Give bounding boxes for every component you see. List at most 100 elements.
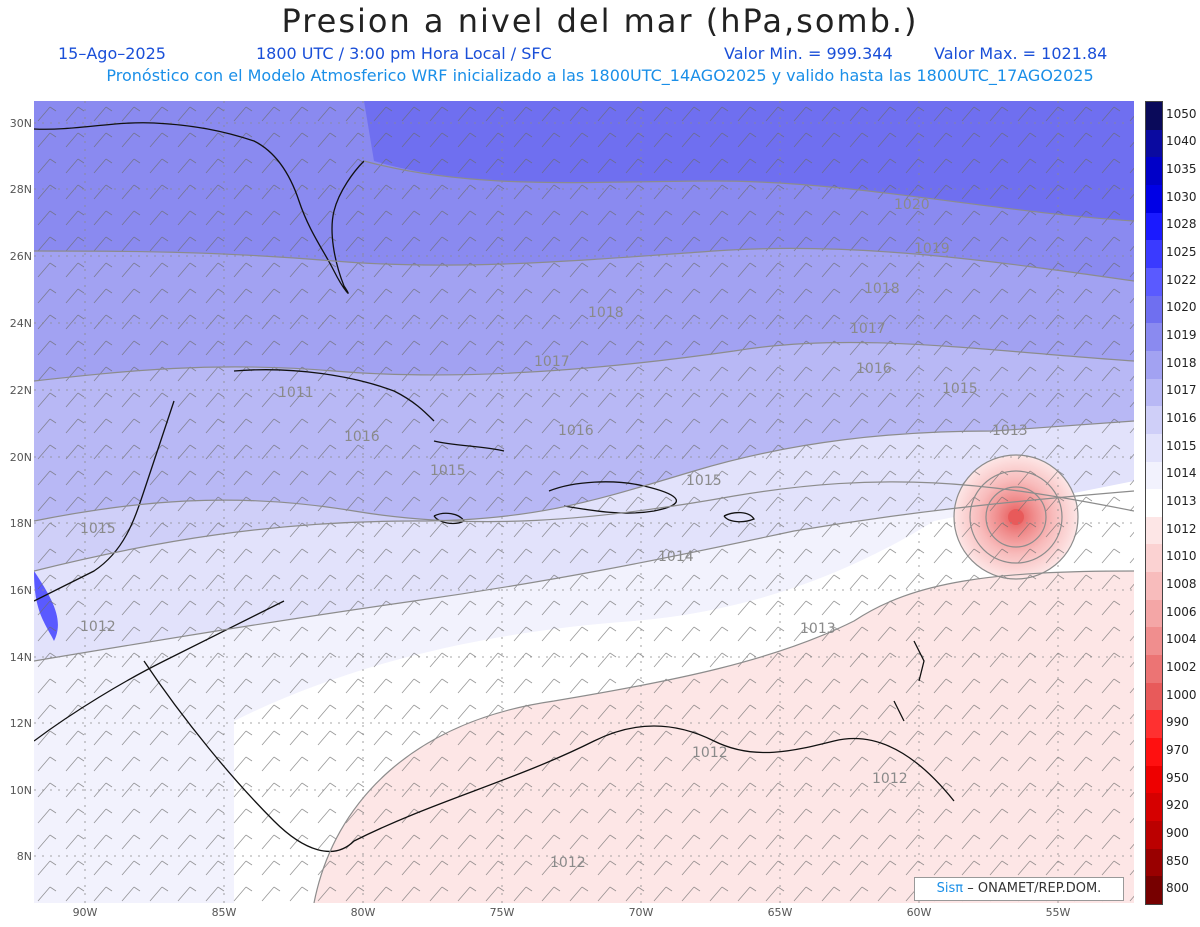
contour-label: 1013 — [992, 423, 1028, 439]
colorbar-label: 850 — [1166, 853, 1189, 868]
lon-label: 90W — [72, 906, 98, 919]
lat-label: 24N — [9, 317, 32, 330]
colorbar-label: 1018 — [1166, 355, 1197, 370]
lat-label: 26N — [9, 250, 32, 263]
colorbar-label: 920 — [1166, 798, 1189, 813]
contour-label: 1012 — [550, 855, 586, 871]
colorbar-label: 1028 — [1166, 217, 1197, 232]
colorbar-swatch — [1146, 157, 1162, 186]
forecast-date: 15–Ago–2025 — [58, 44, 166, 63]
colorbar-label: 1022 — [1166, 272, 1197, 287]
contour-label: 1018 — [864, 281, 900, 297]
pressure-colorbar — [1145, 101, 1163, 905]
lon-label: 65W — [767, 906, 793, 919]
lat-label: 22N — [9, 384, 32, 397]
colorbar-swatch — [1146, 682, 1162, 711]
contour-label: 1017 — [534, 354, 570, 370]
colorbar-swatch — [1146, 572, 1162, 601]
isobars — [34, 160, 1134, 903]
lat-label: 28N — [9, 183, 32, 196]
colorbar-swatch — [1146, 793, 1162, 822]
colorbar-swatch — [1146, 489, 1162, 518]
colorbar-swatch — [1146, 627, 1162, 656]
colorbar-swatch — [1146, 765, 1162, 794]
colorbar-label: 1000 — [1166, 687, 1197, 702]
colorbar-label: 1004 — [1166, 632, 1197, 647]
credit-text: – ONAMET/REP.DOM. — [967, 881, 1102, 896]
colorbar-label: 1020 — [1166, 300, 1197, 315]
max-value: Valor Max. = 1021.84 — [934, 44, 1108, 63]
contour-label: 1015 — [80, 521, 116, 537]
colorbar-label: 970 — [1166, 742, 1189, 757]
colorbar-label: 1010 — [1166, 549, 1197, 564]
contour-label-group: 1020 1019 1018 1018 1017 1017 1016 1016 … — [80, 197, 1028, 871]
colorbar-label: 1014 — [1166, 466, 1197, 481]
colorbar-swatch — [1146, 129, 1162, 158]
colorbar-swatch — [1146, 240, 1162, 269]
contour-label: 1012 — [80, 619, 116, 635]
pressure-map: 1020 1019 1018 1018 1017 1017 1016 1016 … — [34, 101, 1134, 903]
colorbar-swatch — [1146, 323, 1162, 352]
colorbar-label: 1012 — [1166, 521, 1197, 536]
contour-label: 1018 — [588, 305, 624, 321]
colorbar-swatch — [1146, 267, 1162, 297]
lat-label: 20N — [9, 451, 32, 464]
colorbar-label: 1008 — [1166, 576, 1197, 591]
colorbar-label: 900 — [1166, 825, 1189, 840]
contour-label: 1012 — [692, 745, 728, 761]
colorbar-label: 1040 — [1166, 134, 1197, 149]
lon-label: 85W — [211, 906, 237, 919]
lat-label: 10N — [9, 784, 32, 797]
lon-label: 70W — [628, 906, 654, 919]
colorbar-label: 1019 — [1166, 328, 1197, 343]
colorbar-swatch — [1146, 544, 1162, 573]
lat-label: 30N — [9, 117, 32, 130]
lon-label: 60W — [906, 906, 932, 919]
colorbar-swatch — [1146, 710, 1162, 739]
lat-label: 12N — [9, 717, 32, 730]
coastlines — [34, 122, 955, 853]
contour-label: 1015 — [686, 473, 722, 489]
lat-lon-grid — [34, 101, 1134, 903]
credit-brand: Sisπ — [936, 881, 964, 896]
colorbar-swatch — [1146, 461, 1162, 490]
contour-label: 1019 — [914, 241, 950, 257]
colorbar-label: 1006 — [1166, 604, 1197, 619]
colorbar-label: 1016 — [1166, 411, 1197, 426]
colorbar-swatch — [1146, 102, 1162, 131]
colorbar-label: 800 — [1166, 881, 1189, 896]
colorbar-swatch — [1146, 876, 1162, 905]
contour-label: 1013 — [800, 621, 836, 637]
colorbar-swatch — [1146, 350, 1162, 380]
lon-label: 55W — [1045, 906, 1071, 919]
colorbar-swatch — [1146, 295, 1162, 324]
contour-label: 1017 — [850, 321, 886, 337]
colorbar-swatch — [1146, 599, 1162, 628]
credit-box: Sisπ – ONAMET/REP.DOM. — [914, 877, 1124, 901]
lon-label: 80W — [350, 906, 376, 919]
lat-label: 18N — [9, 517, 32, 530]
forecast-time: 1800 UTC / 3:00 pm Hora Local / SFC — [256, 44, 552, 63]
colorbar-swatch — [1146, 516, 1162, 545]
colorbar-swatch — [1146, 848, 1162, 877]
lat-label: 14N — [9, 651, 32, 664]
colorbar-label: 950 — [1166, 770, 1189, 785]
colorbar-label: 1017 — [1166, 383, 1197, 398]
colorbar-swatch — [1146, 433, 1162, 462]
colorbar-swatch — [1146, 738, 1162, 767]
contour-label: 1020 — [894, 197, 930, 213]
contour-label: 1015 — [430, 463, 466, 479]
forecast-subtitle: Pronóstico con el Modelo Atmosferico WRF… — [106, 66, 1094, 85]
colorbar-label: 1015 — [1166, 438, 1197, 453]
colorbar-label: 990 — [1166, 715, 1189, 730]
colorbar-label: 1013 — [1166, 494, 1197, 508]
colorbar-label: 1002 — [1166, 659, 1197, 674]
colorbar-swatch — [1146, 378, 1162, 407]
contour-label: 1014 — [658, 549, 694, 565]
contour-label: 1011 — [278, 385, 314, 401]
contour-label: 1016 — [558, 423, 594, 439]
colorbar-swatch — [1146, 655, 1162, 684]
colorbar-label: 1025 — [1166, 245, 1197, 260]
colorbar-label: 1035 — [1166, 162, 1197, 177]
colorbar-swatch — [1146, 406, 1162, 435]
